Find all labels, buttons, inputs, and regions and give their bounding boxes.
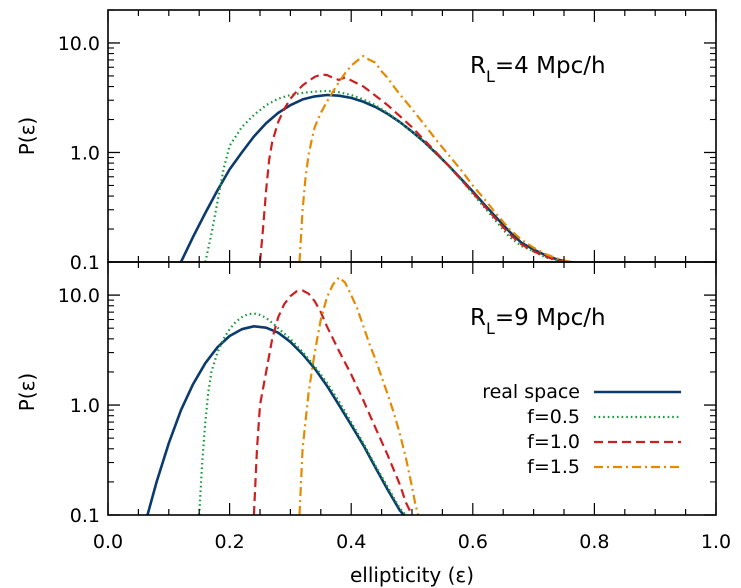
- legend-label: real space: [482, 381, 580, 403]
- x-tick-label: 0.8: [579, 531, 609, 553]
- x-tick-label: 0.4: [336, 531, 366, 553]
- legend-label: f=0.5: [527, 406, 580, 428]
- series-line-f15: [298, 54, 571, 262]
- y-axis-label: P(ε): [15, 117, 39, 155]
- y-tick-label: 10.0: [58, 285, 100, 307]
- plot-frame: [107, 261, 717, 516]
- top-panel: 0.1 1.0 10.0 P(ε) RL=4 Mpc/h: [15, 9, 717, 274]
- series-line-f05: [198, 312, 407, 515]
- y-axis-label: P(ε): [15, 373, 39, 411]
- series-line-real: [179, 93, 577, 262]
- series-group: [179, 54, 577, 262]
- legend-label: f=1.5: [527, 456, 580, 478]
- legend: real space f=0.5 f=1.0 f=1.5: [482, 381, 681, 478]
- series-line-f05: [204, 89, 571, 262]
- y-tick-label: 1.0: [70, 142, 100, 164]
- x-axis-label: ellipticity (ε): [350, 563, 474, 587]
- y-tick-label: 0.1: [70, 505, 100, 527]
- panel-annotation: RL=9 Mpc/h: [470, 305, 606, 338]
- panel-annotation: RL=4 Mpc/h: [470, 53, 606, 86]
- y-tick-label: 10.0: [58, 33, 100, 55]
- series-line-f15: [298, 276, 420, 515]
- series-line-f10: [252, 289, 413, 515]
- x-tick-label: 0.6: [458, 531, 488, 553]
- x-tick-label: 0.0: [93, 531, 123, 553]
- series-group: [146, 276, 420, 515]
- bottom-panel: 0.1 1.0 10.0 P(ε) RL=9 Mpc/h real space f=0.5 f…: [15, 261, 717, 527]
- x-tick-label: 0.2: [214, 531, 244, 553]
- x-tick-label: 1.0: [701, 531, 731, 553]
- y-tick-label: 1.0: [70, 395, 100, 417]
- y-tick-label: 0.1: [70, 252, 100, 274]
- series-line-f10: [258, 73, 565, 262]
- legend-label: f=1.0: [527, 431, 580, 453]
- series-line-real: [146, 325, 406, 515]
- x-axis-ticks: 0.0 0.2 0.4 0.6 0.8 1.0: [93, 531, 731, 553]
